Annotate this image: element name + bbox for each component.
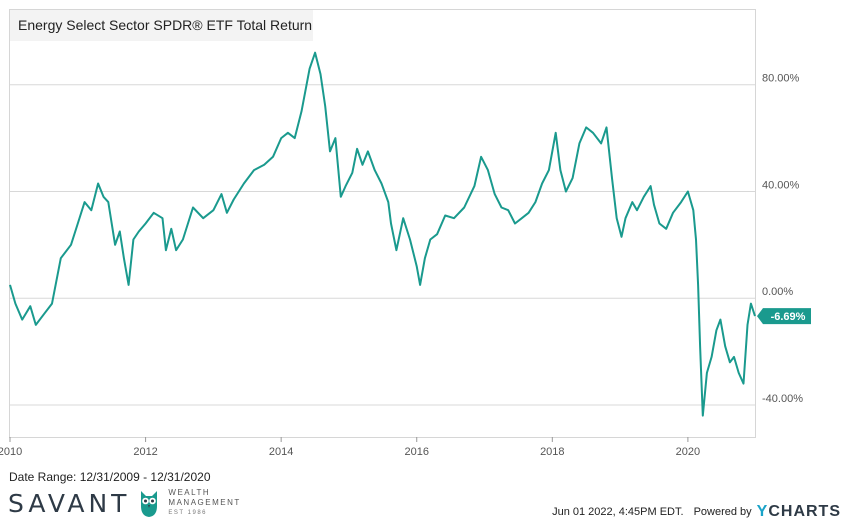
- chart-title: Energy Select Sector SPDR® ETF Total Ret…: [10, 10, 313, 41]
- logo-subtitle: WEALTH MANAGEMENT EST 1986: [168, 488, 240, 518]
- x-tick-label: 2018: [540, 446, 564, 458]
- x-tick-label: 2010: [0, 446, 22, 458]
- ycharts-logo-rest: CHARTS: [768, 503, 841, 520]
- owl-icon: [141, 491, 158, 517]
- last-value-label: -6.69%: [757, 308, 811, 325]
- y-tick-label: -40.00%: [762, 393, 803, 405]
- logo-wordmark: SAVANT: [8, 488, 131, 518]
- date-range: Date Range: 12/31/2009 - 12/31/2020: [9, 470, 211, 484]
- logo-est: EST 1986: [168, 510, 207, 516]
- x-axis-ticks: 2010 2012 2014 2016 2018 2020: [0, 437, 700, 458]
- y-axis-ticks: 80.00% 40.00% 0.00% -40.00%: [762, 73, 803, 405]
- last-value-badge: [757, 308, 811, 325]
- x-tick-label: 2016: [404, 446, 428, 458]
- logo-line2: MANAGEMENT: [168, 498, 241, 507]
- ycharts-logo-y: Y: [756, 503, 769, 520]
- grid-lines: [10, 84, 755, 406]
- series-line: [9, 51, 756, 417]
- chart-frame: [9, 9, 756, 438]
- x-tick-label: 2012: [133, 446, 157, 458]
- y-tick-label: 0.00%: [762, 286, 793, 298]
- y-tick-label: 80.00%: [762, 73, 800, 85]
- footer-right: Jun 01 2022, 4:45PM EDT. Powered by YCHA…: [552, 503, 841, 521]
- logo-line1: WEALTH: [168, 488, 211, 497]
- line-chart: 80.00%40.00%0.00%-40.00% 2010 2012 2014 201…: [0, 51, 811, 458]
- x-tick-label: 2014: [269, 446, 293, 458]
- y-tick-label: 40.00%: [762, 179, 800, 191]
- x-tick-label: 2020: [676, 446, 700, 458]
- ycharts-logo[interactable]: YCHARTS: [757, 503, 841, 521]
- savant-logo: SAVANT WEALTH MANAGEMENT EST 1986: [8, 486, 241, 520]
- last-value-text: -6.69%: [771, 311, 806, 323]
- powered-by: Powered by: [693, 506, 752, 518]
- timestamp: Jun 01 2022, 4:45PM EDT.: [552, 506, 684, 518]
